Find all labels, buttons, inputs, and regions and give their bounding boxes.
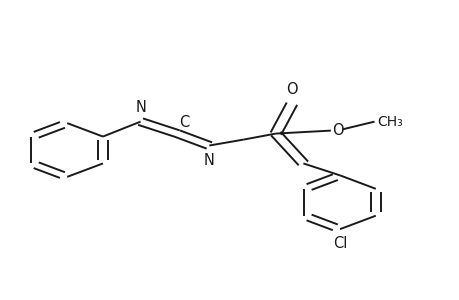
Text: O: O bbox=[285, 82, 297, 97]
Text: N: N bbox=[135, 100, 146, 115]
Text: N: N bbox=[203, 153, 214, 168]
Text: C: C bbox=[179, 115, 190, 130]
Text: Cl: Cl bbox=[332, 236, 347, 251]
Text: O: O bbox=[331, 123, 343, 138]
Text: CH₃: CH₃ bbox=[376, 115, 402, 129]
